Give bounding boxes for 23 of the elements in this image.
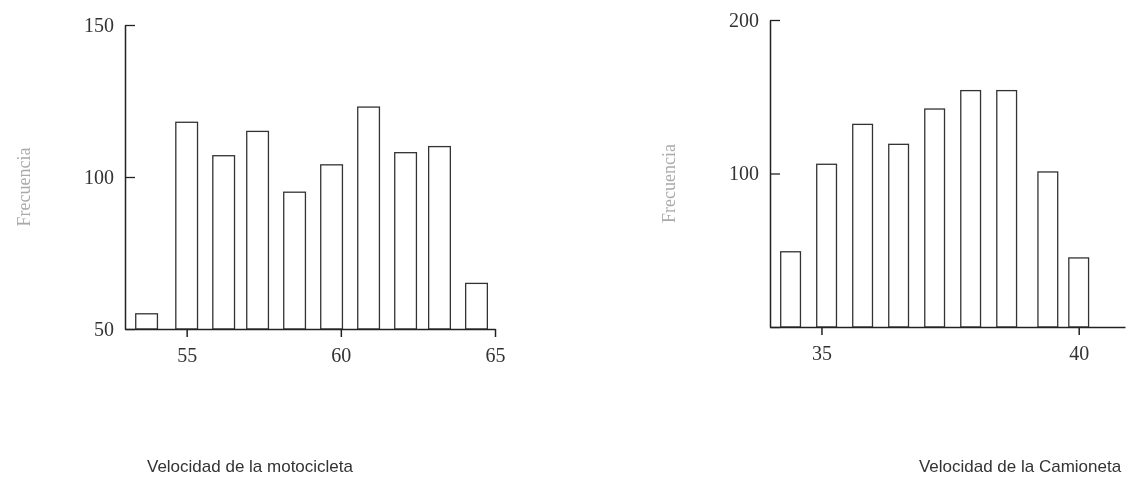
y-tick-label: 50: [94, 317, 114, 340]
y-axis-title: Frecuencia: [14, 147, 34, 227]
bar: [960, 89, 982, 328]
bar: [924, 108, 946, 328]
x-axis-title: Velocidad de la motocicleta: [146, 457, 354, 476]
x-tick-label: 40: [1069, 342, 1090, 364]
y-tick-label: 150: [84, 13, 114, 36]
y-tick-label: 100: [84, 165, 114, 188]
y-axis-title: Frecuencia: [659, 144, 679, 223]
bar: [1068, 257, 1090, 328]
bar: [780, 251, 802, 328]
x-tick-label: 35: [811, 342, 832, 364]
x-tick-label: 65: [485, 344, 506, 366]
x-axis-title: Velocidad de la Camioneta: [918, 457, 1122, 476]
y-tick-label: 200: [729, 8, 759, 31]
bar: [852, 123, 874, 328]
bar: [816, 163, 838, 328]
bar: [996, 89, 1018, 328]
bar: [1037, 171, 1059, 328]
bar: [888, 143, 910, 328]
x-tick-label: 60: [331, 344, 352, 366]
y-tick-label: 100: [729, 162, 759, 185]
x-tick-label: 55: [177, 344, 198, 366]
